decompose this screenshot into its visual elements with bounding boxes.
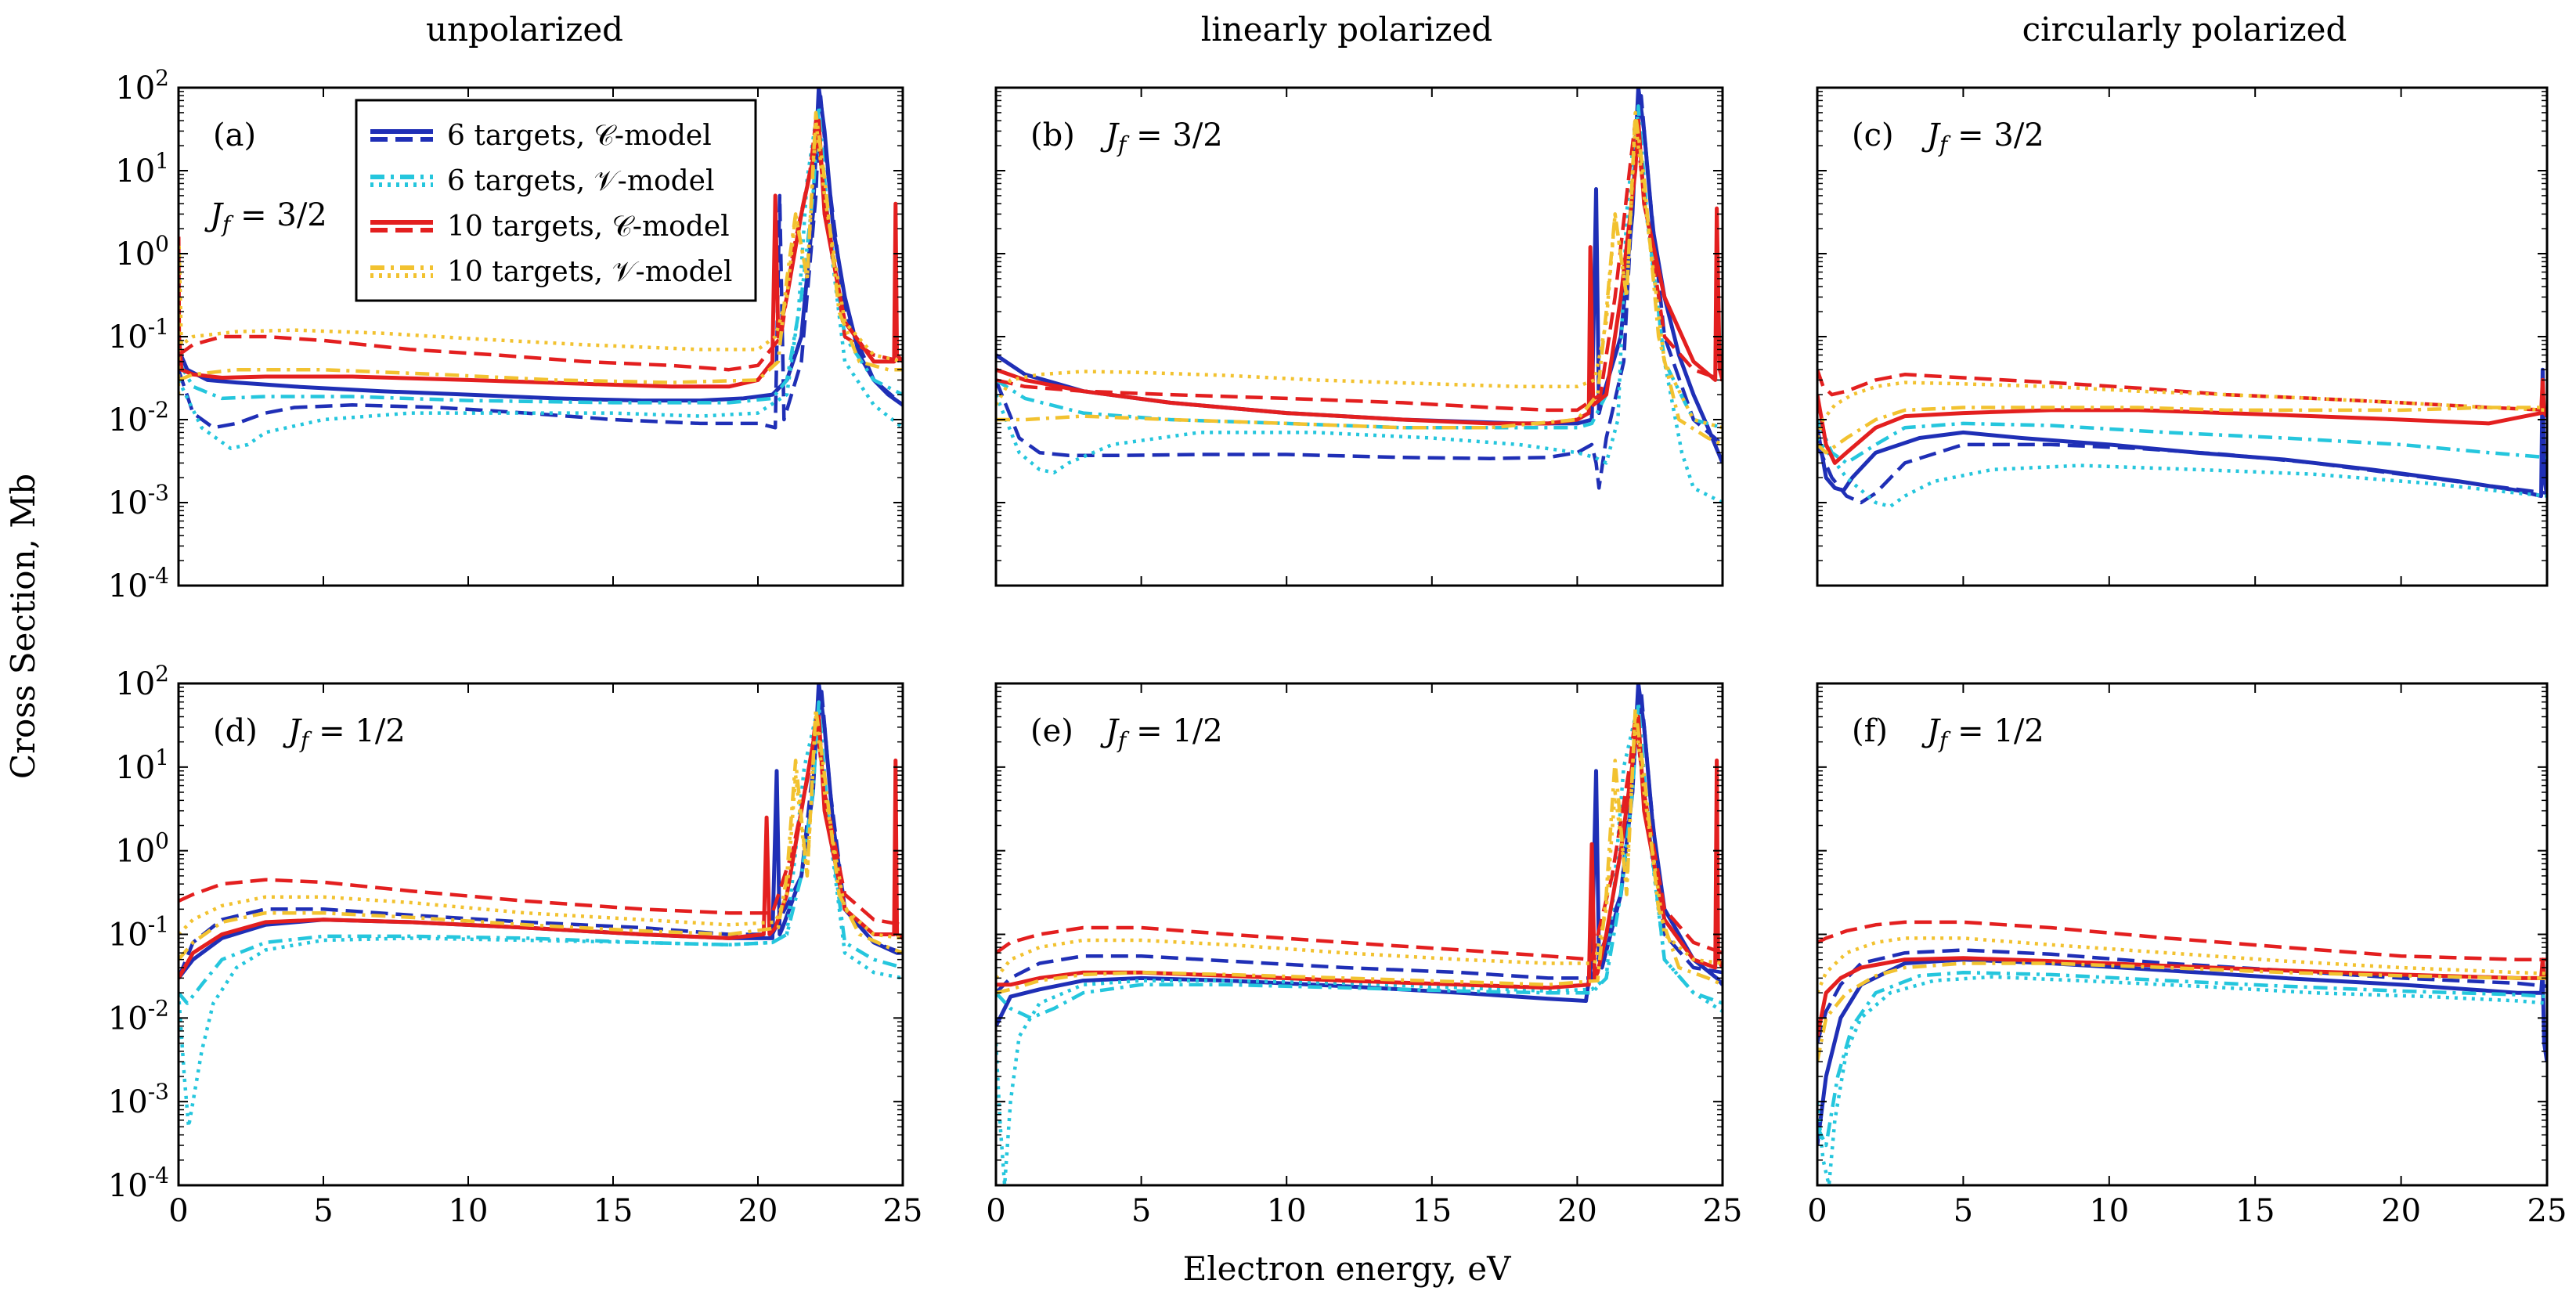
series-group bbox=[996, 683, 1723, 1185]
series-line-yellow-dotted bbox=[1817, 936, 2547, 994]
y-tick-label: 10-2 bbox=[108, 397, 169, 438]
series-line-blue-dashed bbox=[179, 89, 903, 430]
series-line-red-solid bbox=[1817, 956, 2547, 1037]
series-line-red-solid bbox=[179, 118, 903, 389]
series-line-cyan-dotted bbox=[1817, 437, 2547, 509]
series-line-cyan-dashdot bbox=[1817, 419, 2547, 465]
series-line-red-dashed bbox=[1817, 920, 2547, 961]
x-tick-label: 0 bbox=[986, 1193, 1005, 1229]
y-tick-label: 10-1 bbox=[108, 314, 169, 355]
x-tick-label: 5 bbox=[313, 1193, 333, 1229]
series-line-blue-dashed bbox=[1817, 948, 2547, 1044]
series-line-yellow-dashdot bbox=[179, 706, 903, 961]
x-tick-label: 20 bbox=[1557, 1193, 1597, 1229]
series-line-yellow-dotted bbox=[179, 118, 903, 395]
series-group bbox=[179, 683, 903, 1129]
y-tick-label: 100 bbox=[115, 828, 169, 870]
series-line-yellow-dashdot bbox=[1817, 406, 2547, 455]
series-line-red-dashed bbox=[996, 715, 1723, 961]
y-tick-label: 101 bbox=[115, 745, 169, 786]
legend-label-yellow: 10 targets, 𝒱-model bbox=[447, 256, 732, 288]
series-line-yellow-dashdot bbox=[1817, 961, 2547, 1062]
series-line-yellow-dotted bbox=[996, 715, 1723, 979]
y-tick-label: 10-2 bbox=[108, 995, 169, 1037]
series-line-blue-dashed bbox=[1817, 442, 2547, 505]
column-title-circularly-polarized: circularly polarized bbox=[2022, 10, 2347, 49]
series-line-cyan-dashdot bbox=[1817, 970, 2547, 1148]
series-line-cyan-dotted bbox=[1817, 975, 2547, 1185]
x-axis-label: Electron energy, eV bbox=[1183, 1249, 1512, 1288]
jf-label: Jf = 1/2 bbox=[1921, 713, 2044, 753]
panel-label: (c) bbox=[1852, 117, 1894, 153]
panel-label: (b) bbox=[1030, 117, 1075, 153]
series-line-red-dashed bbox=[179, 118, 903, 372]
panel-e: 0 5 10 15 20 25 (e) Jf = 1/2 bbox=[986, 682, 1743, 1229]
x-tick-label: 10 bbox=[449, 1193, 489, 1229]
panel-label: (d) bbox=[213, 713, 258, 749]
series-line-red-solid bbox=[996, 118, 1723, 426]
panel-f: 0 5 10 15 20 25 (f) Jf = 1/2 bbox=[1807, 682, 2567, 1229]
series-group bbox=[996, 88, 1723, 505]
x-tick-label: 5 bbox=[1954, 1193, 1973, 1229]
panel-label: (f) bbox=[1852, 713, 1888, 749]
legend-label-cyan: 6 targets, 𝒱-model bbox=[447, 165, 715, 197]
x-tick-label: 15 bbox=[593, 1193, 633, 1229]
series-line-red-solid bbox=[1817, 377, 2547, 465]
x-tick-label: 10 bbox=[2089, 1193, 2129, 1229]
series-group bbox=[1817, 920, 2547, 1185]
y-tick-label: 101 bbox=[115, 148, 169, 189]
y-tick-label: 10-4 bbox=[108, 563, 169, 604]
y-axis-label: Cross Section, Mb bbox=[4, 474, 42, 779]
x-tick-label: 15 bbox=[1412, 1193, 1452, 1229]
series-line-yellow-dashdot bbox=[179, 110, 903, 384]
series-line-cyan-dotted bbox=[179, 715, 903, 1129]
x-tick-label: 25 bbox=[2527, 1193, 2567, 1229]
x-tick-label: 20 bbox=[2381, 1193, 2421, 1229]
series-line-red-solid bbox=[179, 715, 903, 979]
series-line-cyan-dotted bbox=[996, 118, 1723, 505]
series-line-cyan-dotted bbox=[179, 118, 903, 451]
y-tick-label: 102 bbox=[115, 65, 169, 106]
series-line-yellow-dotted bbox=[996, 118, 1723, 430]
series-group bbox=[179, 88, 903, 451]
panel-label: (a) bbox=[213, 117, 256, 153]
series-group bbox=[1817, 367, 2547, 509]
column-title-linearly-polarized: linearly polarized bbox=[1201, 10, 1492, 49]
y-tick-label: 100 bbox=[115, 231, 169, 272]
y-tick-label: 10-3 bbox=[108, 1079, 169, 1120]
panel-b: (b) Jf = 3/2 bbox=[994, 86, 1724, 587]
x-tick-label: 15 bbox=[2235, 1193, 2275, 1229]
x-tick-label: 0 bbox=[168, 1193, 188, 1229]
y-tick-label: 102 bbox=[115, 661, 169, 702]
panel-label: (e) bbox=[1030, 713, 1073, 749]
panel-d: 0 5 10 15 20 25 10-4 10-3 10-2 10-1 100 101 102 (d) Jf… bbox=[108, 661, 923, 1229]
x-tick-label: 0 bbox=[1807, 1193, 1827, 1229]
jf-label: Jf = 1/2 bbox=[1100, 713, 1223, 753]
series-line-yellow-dashdot bbox=[996, 706, 1723, 995]
legend-label-blue: 6 targets, 𝒞-model bbox=[447, 120, 712, 152]
series-line-yellow-dashdot bbox=[996, 110, 1723, 446]
x-tick-label: 5 bbox=[1131, 1193, 1151, 1229]
series-line-red-solid bbox=[996, 715, 1723, 990]
series-line-blue-solid bbox=[179, 88, 903, 407]
legend-label-red: 10 targets, 𝒞-model bbox=[447, 211, 730, 243]
series-line-blue-dashed bbox=[996, 94, 1723, 490]
y-tick-label: 10-3 bbox=[108, 480, 169, 521]
x-tick-label: 20 bbox=[738, 1193, 778, 1229]
series-line-blue-dashed bbox=[996, 690, 1723, 994]
x-tick-label: 25 bbox=[1703, 1193, 1743, 1229]
y-tick-label: 10-4 bbox=[108, 1163, 169, 1204]
legend: 6 targets, 𝒞-model 6 targets, 𝒱-model 10 t… bbox=[355, 99, 757, 302]
y-tick-label: 10-1 bbox=[108, 912, 169, 954]
x-tick-label: 25 bbox=[883, 1193, 923, 1229]
series-line-yellow-dotted bbox=[1817, 380, 2547, 439]
jf-label: Jf = 1/2 bbox=[283, 713, 406, 753]
x-tick-label: 10 bbox=[1267, 1193, 1307, 1229]
column-title-unpolarized: unpolarized bbox=[426, 10, 623, 49]
